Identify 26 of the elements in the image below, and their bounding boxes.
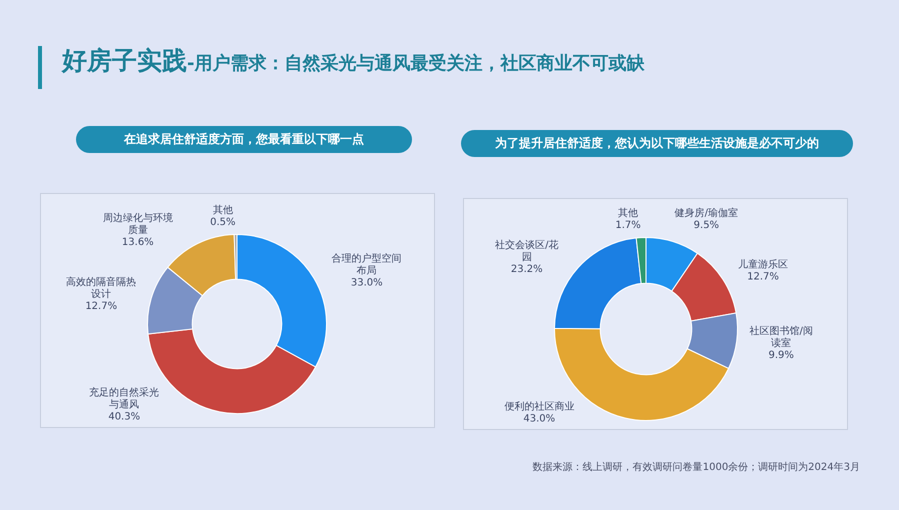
slice-label: 周边绿化与环境质量 xyxy=(102,212,173,236)
source-note: 数据来源：线上调研，有效调研问卷量1000余份；调研时间为2024年3月 xyxy=(532,460,860,474)
slice-label: 社区图书馆/阅读室 xyxy=(749,324,813,349)
data-label: 1.7% xyxy=(615,220,641,232)
data-label: 23.2% xyxy=(510,264,543,276)
data-label: 12.7% xyxy=(85,300,118,312)
slice-label: 充足的自然采光与通风 xyxy=(89,386,160,411)
data-label: 43.0% xyxy=(523,414,556,425)
data-label: 12.7% xyxy=(747,272,779,283)
data-label: 13.6% xyxy=(122,236,154,248)
slice-label: 社交会谈区/花园 xyxy=(495,239,558,264)
data-label: 9.9% xyxy=(768,350,794,361)
slice-label: 儿童游乐区 xyxy=(738,258,788,271)
slice-label: 其他 xyxy=(618,207,638,220)
chart-title: 好房子实践-用户需求：自然采光与通风最受关注，社区商业不可或缺 xyxy=(62,46,644,75)
chart-subtitle: 为了提升居住舒适度，您认为以下哪些生活设施是必不可少的 xyxy=(461,130,853,157)
slice-label: 健身房/瑜伽室 xyxy=(674,207,738,220)
slice-label: 合理的户型空间布局 xyxy=(332,252,402,276)
data-label: 40.3% xyxy=(108,412,140,423)
chart-subtitle: 在追求居住舒适度方面，您最看重以下哪一点 xyxy=(76,126,412,153)
slice-label: 高效的隔音隔热设计 xyxy=(66,276,136,300)
slice-label: 其他 xyxy=(212,204,233,216)
data-label: 0.5% xyxy=(210,217,236,228)
slice-label: 便利的社区商业 xyxy=(504,400,574,413)
data-label: 33.0% xyxy=(350,277,383,288)
data-label: 9.5% xyxy=(694,220,720,232)
